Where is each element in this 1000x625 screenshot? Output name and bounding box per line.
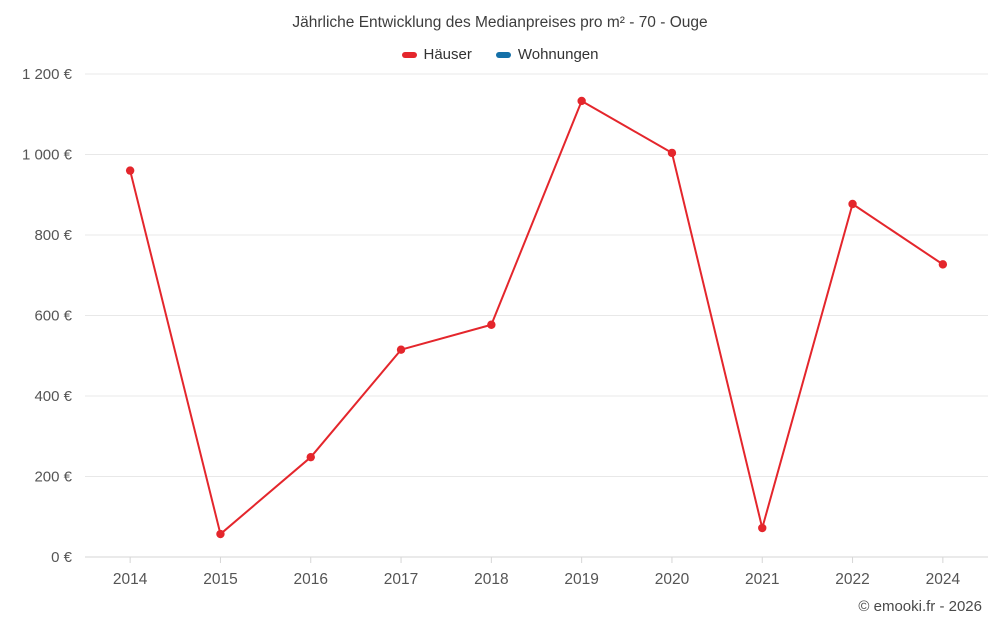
- data-point[interactable]: [487, 320, 496, 329]
- data-point[interactable]: [577, 96, 586, 106]
- y-axis-label: 200 €: [34, 469, 72, 486]
- legend-label-wohnungen: Wohnungen: [517, 46, 599, 63]
- legend-swatch-haeuser-icon: [401, 51, 417, 58]
- x-axis-label: 2020: [655, 571, 690, 588]
- data-point[interactable]: [938, 260, 948, 269]
- y-axis-label: 600 €: [34, 308, 72, 325]
- y-axis-label: 0 €: [51, 549, 73, 566]
- chart-title: Jährliche Entwicklung des Medianpreises …: [292, 14, 708, 31]
- data-point[interactable]: [667, 148, 677, 158]
- data-point[interactable]: [125, 166, 135, 175]
- legend-item-haeuser[interactable]: Häuser: [401, 46, 472, 63]
- x-axis-label: 2017: [384, 571, 418, 588]
- x-axis-label: 2021: [745, 571, 779, 588]
- x-axis-label: 2024: [926, 571, 961, 588]
- data-point[interactable]: [758, 523, 767, 533]
- x-axis-label: 2022: [835, 571, 869, 588]
- y-axis-label: 800 €: [34, 227, 72, 244]
- legend-item-wohnungen[interactable]: Wohnungen: [495, 46, 599, 63]
- series-line: [129, 99, 944, 536]
- data-point[interactable]: [396, 345, 406, 354]
- data-point[interactable]: [306, 452, 315, 462]
- x-axis-label: 2016: [294, 571, 328, 588]
- data-point[interactable]: [216, 529, 225, 539]
- chart-footer: © emooki.fr - 2026: [858, 598, 982, 615]
- y-axis-label: 1 000 €: [22, 147, 73, 164]
- legend-swatch-wohnungen-icon: [495, 51, 511, 58]
- y-axis-label: 1 200 €: [22, 66, 73, 83]
- x-axis-label: 2018: [474, 571, 508, 588]
- x-axis-label: 2015: [203, 571, 237, 588]
- data-point[interactable]: [848, 199, 857, 209]
- x-axis-label: 2019: [564, 571, 598, 588]
- legend-label-haeuser: Häuser: [423, 46, 472, 63]
- y-axis-label: 400 €: [34, 388, 72, 405]
- x-axis-label: 2014: [113, 571, 148, 588]
- legend: Häuser Wohnungen: [0, 46, 1000, 63]
